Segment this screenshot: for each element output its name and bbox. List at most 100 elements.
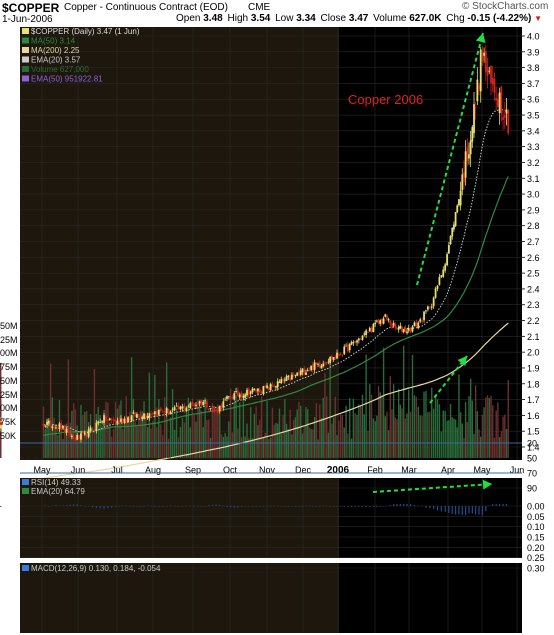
price-candle	[249, 390, 252, 398]
price-candle	[175, 402, 178, 407]
volume-bar	[471, 400, 474, 458]
price-candle	[143, 413, 145, 420]
price-tick-label: 3.6	[527, 95, 540, 105]
volume-bar	[331, 423, 333, 458]
x-axis-label: Nov	[259, 465, 276, 475]
price-candle	[500, 85, 503, 122]
price-candle	[108, 417, 111, 421]
price-candle	[334, 354, 337, 361]
volume-bar	[55, 424, 57, 458]
price-candle	[65, 426, 68, 436]
price-tick-label: 3.4	[527, 126, 540, 136]
volume-bar	[504, 414, 506, 458]
volume-bar	[399, 404, 402, 458]
volume-bar	[0, 430, 2, 458]
volume-bar	[349, 398, 351, 458]
macd-histogram-bar	[69, 504, 71, 506]
macd-histogram-bar	[399, 503, 401, 506]
price-candle	[266, 382, 268, 390]
volume-bar	[185, 405, 188, 458]
volume-bar	[260, 396, 263, 458]
price-candle	[341, 354, 344, 357]
volume-bar	[354, 413, 356, 458]
price-candle	[411, 324, 414, 333]
price-candle	[276, 378, 279, 391]
volume-tick-label: 00M	[0, 403, 18, 413]
volume-bar	[459, 412, 462, 458]
volume-bar	[376, 415, 378, 458]
price-candle	[386, 314, 388, 322]
volume-bar	[419, 415, 421, 458]
price-candle	[47, 418, 50, 427]
price-candle	[159, 406, 162, 413]
macd-histogram-bar	[451, 506, 453, 515]
price-candle	[289, 374, 292, 383]
macd-histogram-bar	[386, 506, 388, 507]
volume-bar	[89, 413, 92, 458]
price-candle	[235, 387, 237, 394]
volume-bar	[367, 430, 369, 458]
price-candle	[359, 337, 362, 340]
volume-bar	[76, 425, 78, 458]
price-candle	[469, 130, 472, 167]
volume-bar	[339, 414, 342, 458]
volume-bar	[280, 433, 282, 458]
price-candle	[370, 326, 373, 334]
macd-histogram-bar	[173, 506, 176, 507]
price-candle	[488, 66, 491, 75]
source-credit[interactable]: © StockCharts.com	[462, 1, 549, 12]
volume-bar	[315, 403, 318, 458]
volume-bar	[158, 399, 160, 458]
macd-histogram-bar	[270, 506, 272, 507]
price-candle	[495, 86, 498, 111]
legend-swatch	[22, 75, 29, 82]
macd-histogram-bar	[166, 506, 168, 507]
volume-tick-label: 25M	[0, 390, 18, 400]
volume-bar	[251, 438, 254, 458]
macd-histogram-bar	[336, 506, 338, 507]
volume-bar	[111, 436, 113, 458]
legend-swatch	[22, 28, 29, 34]
macd-histogram-bar	[475, 506, 477, 515]
price-candle	[148, 412, 151, 421]
volume-bar	[431, 387, 433, 458]
macd-histogram-bar	[458, 506, 460, 515]
volume-bar	[69, 422, 71, 458]
volume-bar	[248, 437, 250, 458]
volume-bar	[338, 420, 340, 458]
price-candle	[425, 309, 427, 315]
volume-bar	[386, 411, 388, 458]
macd-tick-label: 0.25	[527, 553, 545, 563]
macd-histogram-bar	[88, 506, 90, 507]
volume-bar	[402, 345, 405, 458]
volume-bar	[463, 437, 465, 458]
macd-histogram-bar	[233, 506, 235, 508]
price-candle	[438, 273, 441, 286]
price-candle	[0, 424, 2, 428]
macd-tick-label: 0.00	[527, 502, 545, 512]
macd-histogram-bar	[332, 506, 335, 507]
volume-bar	[116, 408, 119, 458]
change-label: Chg	[446, 13, 465, 24]
volume-tick-label: 00M	[0, 348, 18, 358]
macd-histogram-bar	[129, 505, 131, 507]
macd-histogram-bar	[433, 506, 435, 509]
low-label: Low	[275, 13, 294, 24]
volume-bar	[377, 385, 380, 458]
price-candle	[417, 321, 420, 330]
header-date: 1-Jun-2006	[2, 14, 53, 25]
price-candle	[258, 386, 261, 394]
volume-bar	[500, 431, 503, 458]
volume-bar	[434, 395, 437, 458]
volume-bar	[408, 389, 410, 458]
volume-bar	[336, 434, 338, 458]
volume-bar	[478, 429, 480, 458]
price-candle	[60, 420, 63, 433]
price-trend-arrow-icon	[416, 32, 486, 286]
macd-histogram-bar	[365, 506, 367, 508]
macd-histogram-bar	[308, 505, 311, 507]
volume-bar	[193, 415, 195, 458]
price-candle	[209, 408, 212, 411]
volume-bar	[292, 419, 295, 458]
macd-legend: MACD(12,26,9) 0.130, 0.184, -0.054	[22, 564, 161, 573]
